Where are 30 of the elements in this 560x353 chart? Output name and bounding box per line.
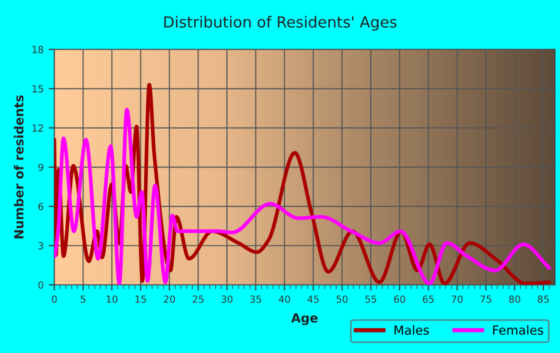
x-tick-label: 50 — [336, 295, 348, 303]
x-tick-label: 10 — [106, 295, 118, 303]
legend-label: Females — [493, 325, 544, 335]
y-axis-title: Number of residents — [14, 95, 24, 238]
x-tick-label: 60 — [394, 295, 406, 303]
x-tick-label: 5 — [80, 296, 86, 303]
x-tick-label: 85 — [538, 295, 549, 303]
x-tick-label: 35 — [250, 295, 262, 303]
x-tick-label: 30 — [222, 295, 232, 303]
x-tick-label: 70 — [452, 295, 463, 303]
y-tick-label: 9 — [38, 164, 44, 171]
y-tick-label: 12 — [32, 124, 43, 132]
x-tick-label: 25 — [192, 295, 204, 303]
y-tick-label: 0 — [38, 281, 44, 289]
x-tick-label: 65 — [422, 295, 434, 303]
chart-title: Distribution of Residents' Ages — [164, 16, 396, 31]
y-tick-label: 18 — [32, 46, 44, 54]
x-tick-label: 75 — [480, 296, 492, 303]
x-tick-label: 80 — [509, 295, 520, 303]
legend-label: Males — [394, 325, 429, 335]
y-tick-label: 6 — [38, 202, 44, 210]
x-tick-label: 55 — [365, 296, 376, 303]
x-tick-label: 20 — [164, 295, 175, 303]
x-tick-label: 15 — [136, 296, 146, 303]
x-tick-label: 40 — [278, 295, 290, 303]
x-tick-label: 45 — [308, 296, 319, 303]
y-tick-label: 15 — [32, 85, 44, 92]
y-tick-label: 3 — [38, 242, 44, 250]
x-axis-title: Age — [291, 313, 318, 326]
x-tick-label: 0 — [52, 295, 57, 303]
